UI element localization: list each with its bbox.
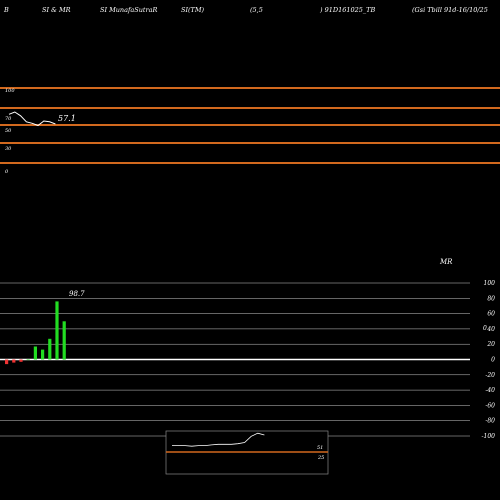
header-item-params: (5,5 [250,6,263,14]
mr-bar [48,338,52,360]
rsi-tick-0: 0 [5,169,9,175]
mr-ticks: 100 80 60 40 20 0 -20 -40 -60 -80 -100 [482,280,496,440]
rsi-value-label: 57.1 [58,114,76,123]
mr-title: MR [439,258,453,266]
header-item-tm: SI(TM) [181,6,205,14]
mr-tick-label: -100 [482,433,496,440]
header-item-b: B [3,6,9,14]
mr-tick-label: -20 [485,372,495,379]
header-item-name: (Gsi Tbill 91d-16/10/25 [412,6,488,14]
mr-bar [5,359,9,365]
mr-bar [12,359,16,363]
mr-tick-label: -80 [485,418,495,425]
mini-series-line [172,432,265,447]
header: B SI & MR SI MunafaSutraR SI(TM) (5,5 ) … [3,6,488,14]
rsi-series-line [8,111,56,127]
header-item-munafasutra: SI MunafaSutraR [100,6,158,14]
mini-label-25: 25 [317,455,324,461]
rsi-tick-30: 30 [5,146,12,152]
mr-tick-label: 100 [484,280,496,287]
mr-bar [26,359,30,361]
mr-bar [55,301,59,360]
mr-bar [41,349,45,360]
mini-label-51: 51 [317,445,323,451]
mr-tick-label: 80 [487,295,495,302]
mr-bars [5,301,66,365]
header-item-si-mr: SI & MR [42,6,71,14]
rsi-tick-70: 70 [5,116,12,122]
mr-tick-label: 20 [486,341,495,348]
mr-tick-label: 40 [486,326,495,333]
rsi-tick-100: 100 [5,88,15,94]
rsi-panel: 100 70 50 30 0 57.1 [0,87,500,175]
mr-tick-label: -60 [485,402,495,409]
mr-tick-label: -40 [485,387,495,394]
mr-panel: MR 100 80 60 40 20 0 -20 -40 -60 -80 -100 0 98.7 [0,258,495,440]
mr-tick-label: 60 [487,311,495,318]
mr-bar [19,359,23,362]
header-item-symbol: ) 91D161025_TB [319,6,375,14]
mr-bar [33,346,37,360]
mr-bar [62,321,66,360]
rsi-tick-50: 50 [5,128,12,134]
mr-grid [0,282,470,437]
mini-panel: 51 25 [165,430,329,475]
mr-value-label: 98.7 [69,290,85,298]
mr-inner-zero-tick: 0 [483,325,487,332]
mr-tick-label: 0 [491,357,495,364]
